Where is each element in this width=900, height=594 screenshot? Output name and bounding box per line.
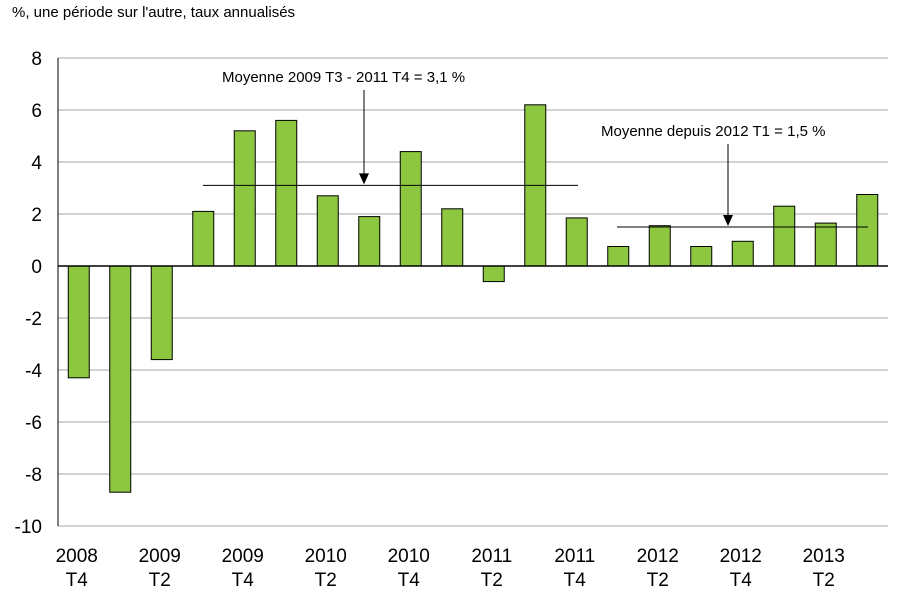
- average-label: Moyenne 2009 T3 - 2011 T4 = 3,1 %: [222, 69, 465, 86]
- x-tick-year: 2010: [388, 546, 430, 567]
- x-tick-quarter: T2: [149, 570, 171, 591]
- bar: [773, 205, 796, 267]
- x-tick-year: 2010: [305, 546, 347, 567]
- bar: [607, 246, 630, 267]
- y-tick-label: 4: [31, 153, 42, 174]
- x-tick-quarter: T2: [481, 570, 503, 591]
- bar: [67, 265, 90, 379]
- x-tick-year: 2009: [139, 546, 181, 567]
- x-tick-year: 2012: [720, 546, 762, 567]
- bar: [109, 265, 132, 493]
- bar: [275, 119, 298, 267]
- bar: [482, 265, 505, 283]
- bar: [192, 210, 215, 267]
- y-tick-label: 8: [31, 49, 42, 70]
- unit-label: %, une période sur l'autre, taux annuali…: [12, 4, 296, 21]
- x-tick-year: 2012: [637, 546, 679, 567]
- y-tick-label: -8: [25, 465, 42, 486]
- x-tick-year: 2011: [471, 546, 512, 567]
- x-tick-quarter: T2: [647, 570, 669, 591]
- arrow-head: [359, 173, 369, 185]
- y-tick-label: 0: [31, 257, 42, 278]
- average-label: Moyenne depuis 2012 T1 = 1,5 %: [601, 123, 825, 140]
- x-tick-year: 2013: [803, 546, 845, 567]
- bar: [856, 194, 879, 267]
- x-tick-year: 2008: [56, 546, 98, 567]
- x-tick-year: 2011: [554, 546, 595, 567]
- x-tick-quarter: T2: [315, 570, 337, 591]
- y-tick-label: -10: [15, 517, 42, 538]
- bar: [441, 208, 464, 267]
- x-tick-quarter: T4: [398, 570, 421, 591]
- x-tick-quarter: T4: [232, 570, 255, 591]
- bar: [648, 225, 671, 267]
- bar: [316, 195, 339, 267]
- y-tick-label: 6: [31, 101, 42, 122]
- bar: [399, 151, 422, 267]
- arrow-head: [723, 215, 733, 226]
- y-tick-label: -6: [25, 413, 42, 434]
- y-tick-label: -4: [25, 361, 42, 382]
- y-tick-label: -2: [25, 309, 42, 330]
- x-tick-quarter: T4: [564, 570, 587, 591]
- x-tick-quarter: T2: [813, 570, 835, 591]
- x-tick-quarter: T4: [66, 570, 89, 591]
- bar: [233, 130, 256, 267]
- bar: [565, 217, 588, 267]
- bar: [731, 240, 754, 267]
- bar: [690, 246, 713, 267]
- y-tick-label: 2: [31, 205, 42, 226]
- x-tick-quarter: T4: [730, 570, 753, 591]
- bar: [814, 222, 837, 267]
- bar: [358, 216, 381, 267]
- bar: [150, 265, 173, 361]
- x-tick-year: 2009: [222, 546, 264, 567]
